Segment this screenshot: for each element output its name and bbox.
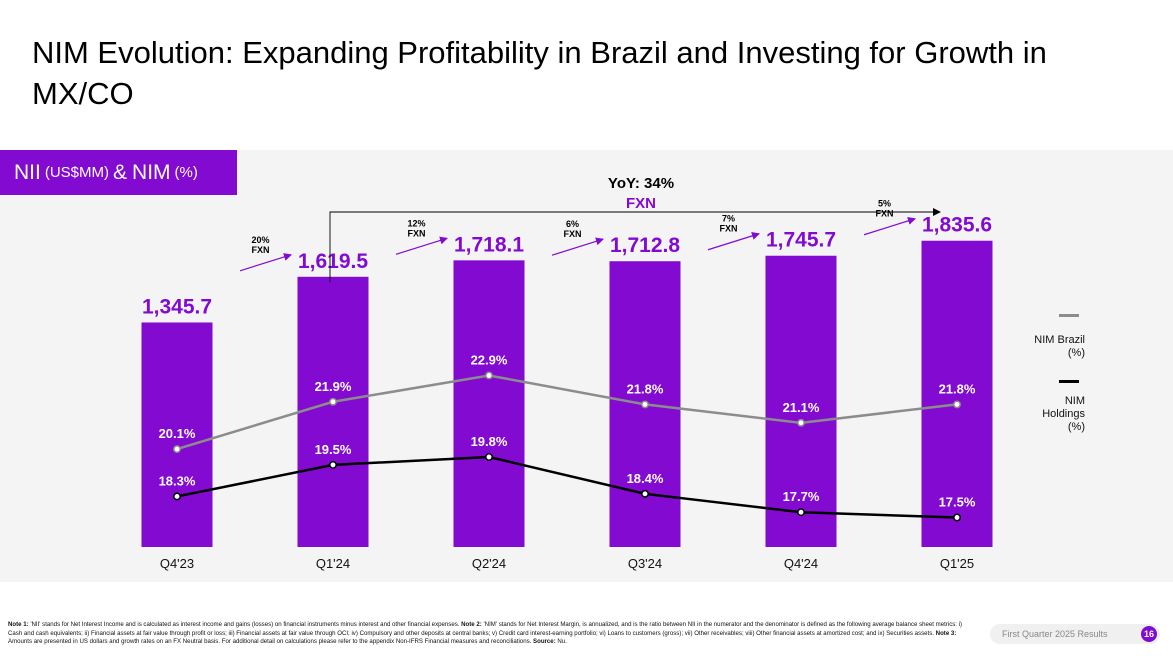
note2-label: Note 2:: [461, 621, 482, 628]
nim-holdings-point-1: [329, 460, 337, 469]
bar-Q1'24: [297, 276, 369, 547]
growth-arrow-0: [239, 253, 292, 272]
report-pill: First Quarter 2025 Results 16: [990, 624, 1160, 644]
growth-arrow-3: [707, 232, 760, 251]
nim-brazil-label: 21.8%: [939, 381, 976, 396]
growth-arrow-2: [551, 237, 604, 256]
nim-holdings-point-4: [797, 508, 805, 517]
nim-holdings-label: 19.5%: [315, 442, 352, 457]
page-title: NIM Evolution: Expanding Profitability i…: [32, 35, 1047, 111]
bar-value-label: 1,345.7: [142, 295, 212, 318]
nim-holdings-point-2: [485, 453, 493, 461]
note3-text: Amounts are presented in US dollars and …: [8, 638, 534, 645]
legend-nim-brazil: NIM Brazil (%): [1015, 314, 1085, 360]
nim-holdings-label: 18.4%: [627, 471, 664, 486]
nim-brazil-label: 21.8%: [627, 381, 664, 396]
bar-Q4'24: [765, 255, 837, 547]
page-number: 16: [1141, 626, 1157, 642]
nim-brazil-point-1: [329, 397, 337, 406]
growth-pct: 20%: [251, 235, 269, 245]
chart-tag: NII (US$MM) & NIM (%): [0, 150, 237, 195]
growth-note: FXN: [876, 209, 894, 219]
growth-arrow-4: [863, 217, 916, 236]
bar-Q2'24: [453, 260, 525, 547]
nim-brazil-point-3: [641, 400, 649, 409]
tag-amp: &: [113, 160, 128, 184]
tag-nim: NIM: [132, 160, 171, 184]
growth-note: FXN: [720, 224, 738, 234]
nim-holdings-label: 18.3%: [159, 473, 196, 488]
bar-value-label: 1,712.8: [610, 234, 680, 257]
nim-brazil-label: 20.1%: [159, 426, 196, 441]
x-tick-label: Q4'24: [784, 556, 818, 571]
bar-Q1'25: [921, 240, 993, 547]
bar-value-label: 1,745.7: [766, 229, 836, 252]
nim-brazil-line: [176, 374, 958, 451]
growth-pct: 6%: [566, 219, 579, 229]
legend-brazil-line2: (%): [1067, 347, 1085, 359]
nim-holdings-label: 17.5%: [939, 494, 976, 509]
x-tick-label: Q2'24: [472, 556, 506, 571]
legend-nim-holdings: NIM Holdings (%): [1015, 380, 1085, 434]
nim-holdings-point-5: [953, 513, 961, 522]
bar-value-label: 1,835.6: [922, 214, 992, 237]
nim-holdings-point-3: [641, 489, 649, 498]
note1-text: 'NII' stands for Net Interest Income and…: [28, 621, 462, 628]
growth-note: FXN: [408, 228, 426, 238]
bar-value-label: 1,718.1: [454, 233, 524, 256]
nim-brazil-point-5: [953, 400, 961, 409]
yoy-note: FXN: [626, 195, 656, 212]
nim-holdings-point-0: [173, 492, 181, 501]
growth-arrow-1: [395, 236, 448, 255]
legend-holdings-line3: (%): [1067, 421, 1085, 433]
source-label: Source:: [533, 638, 556, 645]
nim-brazil-point-0: [173, 445, 181, 454]
nim-holdings-label: 17.7%: [783, 489, 820, 504]
x-tick-label: Q3'24: [628, 556, 662, 571]
nim-brazil-point-2: [485, 371, 493, 380]
bar-Q4'23: [141, 322, 213, 547]
yoy-bracket: [329, 208, 941, 282]
legend-holdings-line1: NIM: [1064, 395, 1085, 407]
growth-pct: 5%: [878, 199, 891, 209]
note3-label: Note 3:: [935, 629, 957, 637]
footnote: Note 1: 'NII' stands for Net Interest In…: [8, 621, 976, 647]
legend-brazil-swatch: [1059, 314, 1079, 317]
tag-nim-unit: (%): [174, 164, 198, 181]
note1-label: Note 1:: [8, 621, 29, 628]
note2-text: 'NIM' stands for Net Interest Margin, is…: [8, 621, 963, 637]
tag-nii-unit: (US$MM): [44, 164, 110, 181]
source-text: Nu.: [555, 638, 567, 645]
x-tick-label: Q1'25: [940, 556, 974, 571]
growth-note: FXN: [564, 229, 582, 239]
bar-value-label: 1,619.5: [298, 250, 368, 273]
x-tick-label: Q4'23: [160, 556, 194, 571]
nim-holdings-label: 19.8%: [471, 434, 508, 449]
growth-pct: 7%: [722, 214, 735, 224]
nim-brazil-label: 21.9%: [315, 379, 352, 394]
legend-brazil-line1: NIM Brazil: [1034, 334, 1085, 346]
tag-nii: NII: [14, 160, 41, 184]
nim-brazil-label: 22.9%: [471, 352, 508, 367]
yoy-label: YoY: 34%: [608, 175, 674, 192]
nim-brazil-label: 21.1%: [783, 400, 820, 415]
growth-pct: 12%: [407, 218, 425, 228]
nim-holdings-line: [176, 455, 958, 519]
x-tick-label: Q1'24: [316, 556, 350, 571]
legend-holdings-swatch: [1059, 380, 1079, 383]
nim-brazil-point-4: [797, 418, 805, 427]
report-name: First Quarter 2025 Results: [1002, 629, 1108, 639]
legend-holdings-line2: Holdings: [1042, 408, 1085, 420]
growth-note: FXN: [252, 245, 270, 255]
